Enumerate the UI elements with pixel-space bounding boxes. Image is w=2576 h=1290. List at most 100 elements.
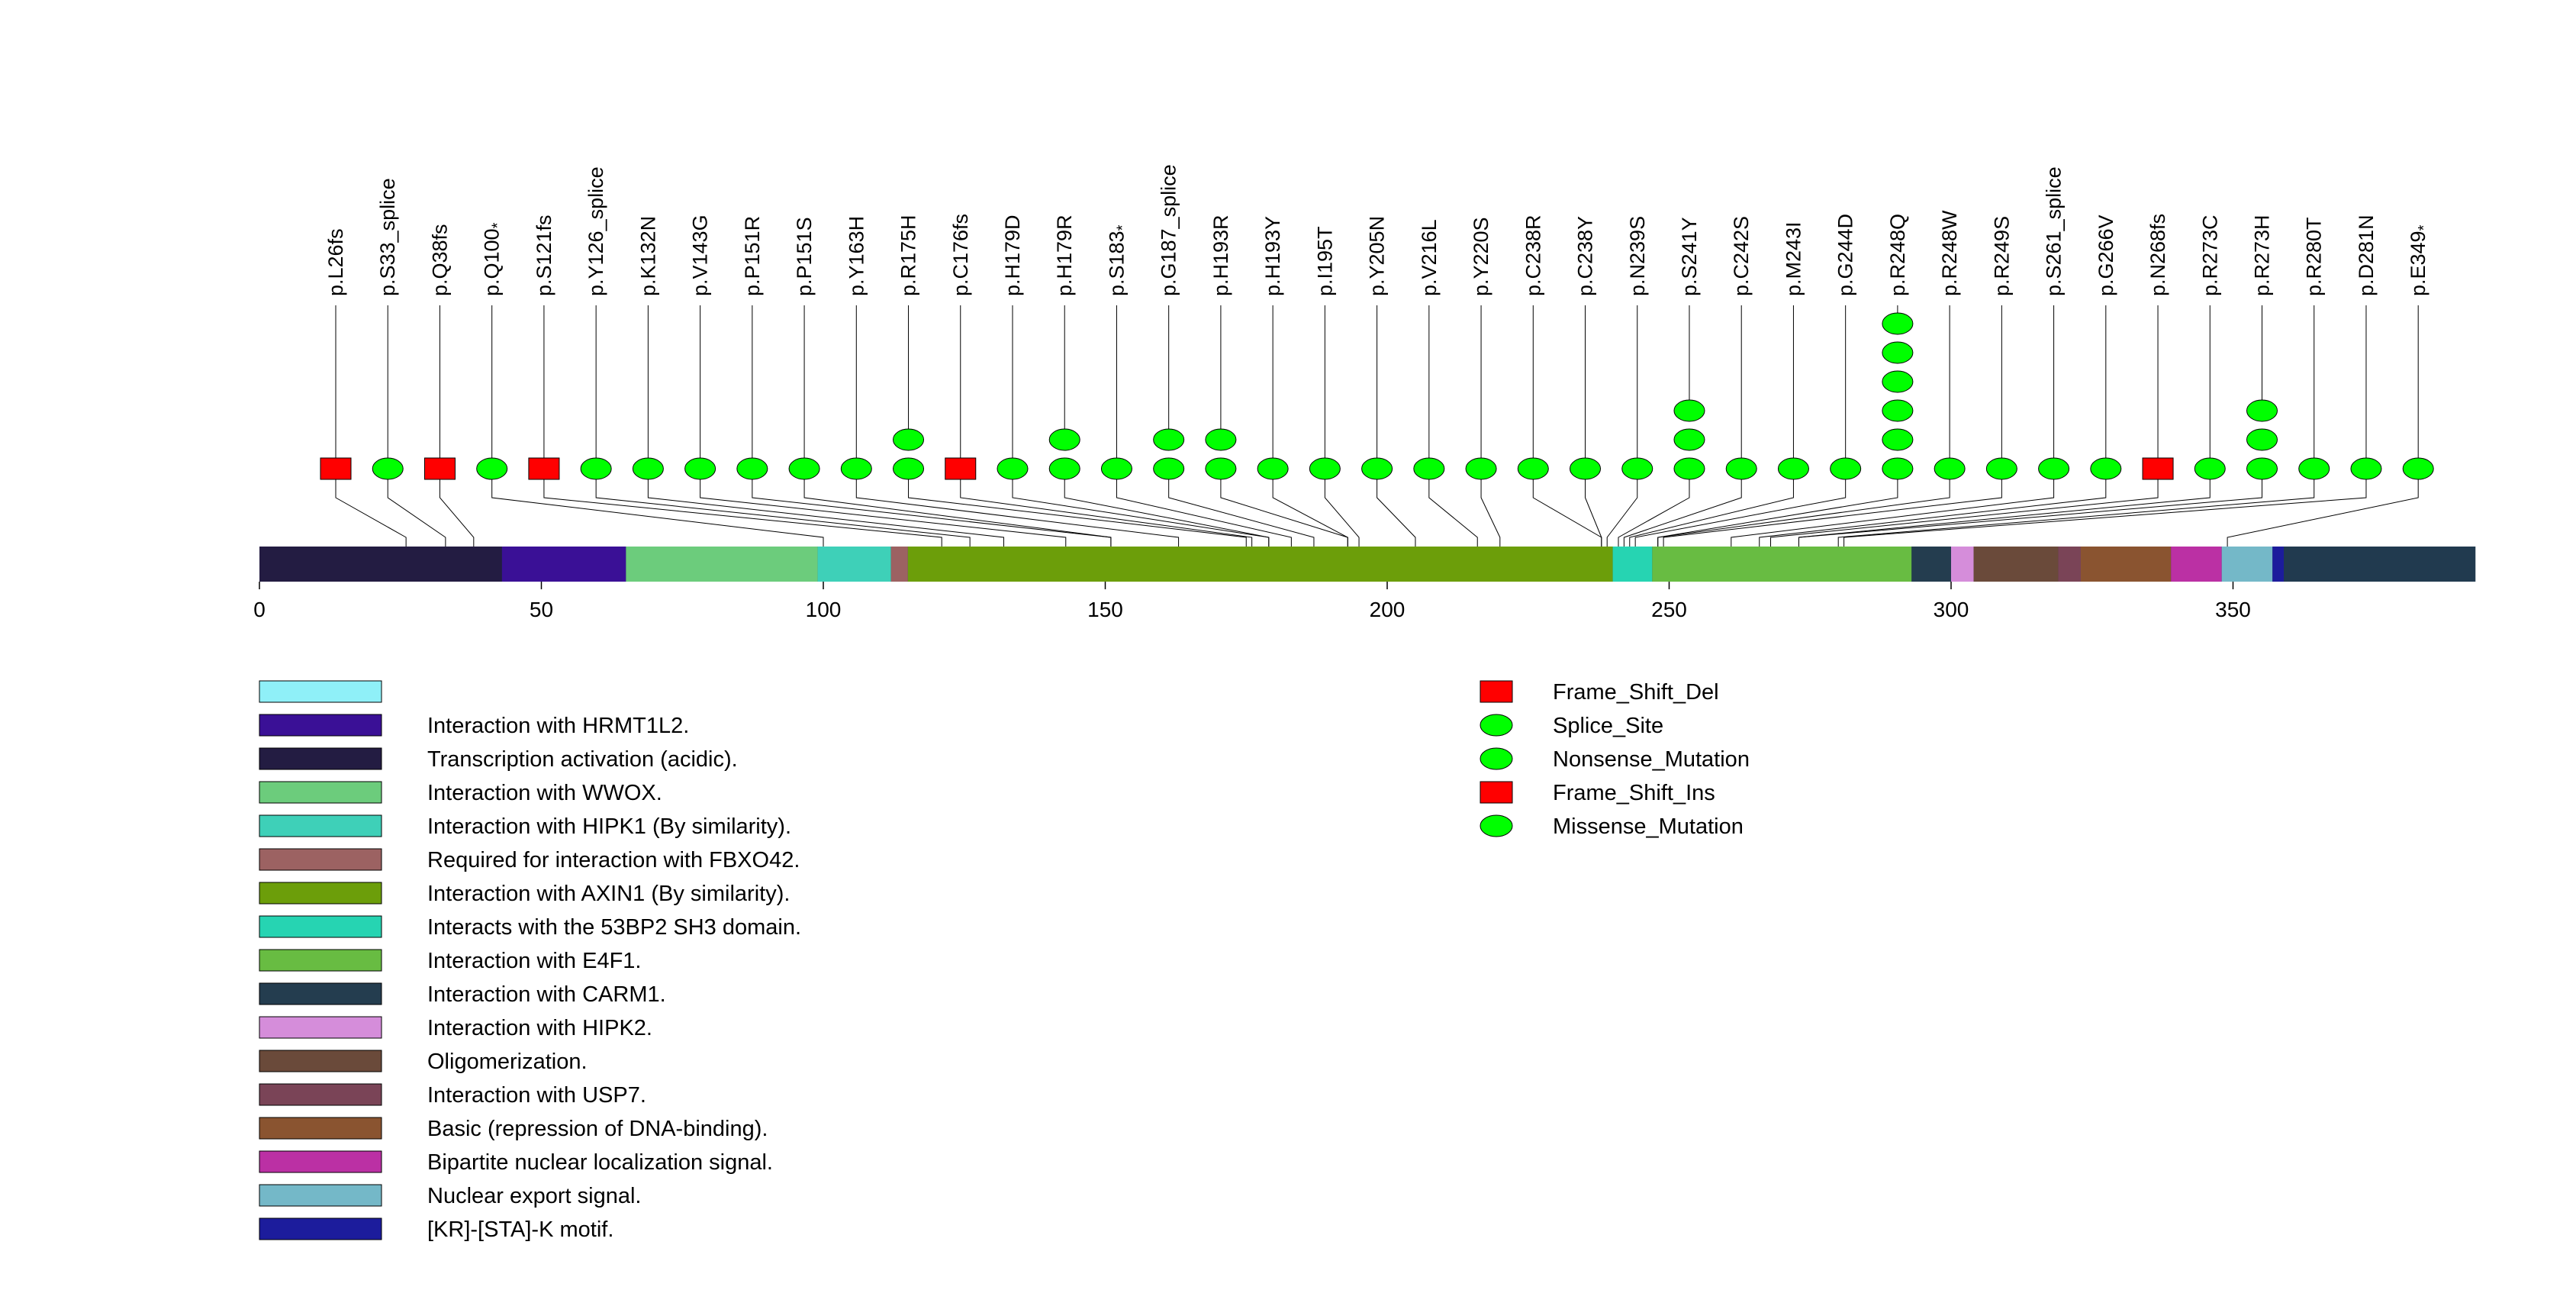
frame-shift-marker xyxy=(423,457,456,480)
mutation-marker xyxy=(1048,428,1080,451)
legend-label: Interaction with WWOX. xyxy=(427,781,662,805)
legend-swatch xyxy=(259,747,382,770)
domain-16 xyxy=(2272,547,2285,582)
legend-swatch xyxy=(259,915,382,938)
axis-tick-label: 0 xyxy=(253,598,266,621)
mutation-marker xyxy=(1777,457,1809,480)
domain-15 xyxy=(2221,547,2273,582)
legend-swatch xyxy=(259,680,382,703)
domain-6 xyxy=(907,547,1613,582)
domain-4 xyxy=(817,547,891,582)
mutation-marker xyxy=(1361,457,1393,480)
mutation-label: p.G244D xyxy=(1834,214,1857,296)
mutation-label: p.R249S xyxy=(1990,216,2013,296)
legend-label: Frame_Shift_Ins xyxy=(1553,781,1715,805)
legend-label: [KR]-[STA]-K motif. xyxy=(427,1217,613,1242)
legend-swatch xyxy=(259,1083,382,1106)
frame-shift-marker xyxy=(528,457,560,480)
legend-label: Interaction with USP7. xyxy=(427,1083,646,1108)
legend-swatch xyxy=(259,1150,382,1173)
mutation-label: p.N239S xyxy=(1626,216,1649,296)
mutation-label: p.R273C xyxy=(2198,214,2221,296)
domain-2 xyxy=(259,547,502,582)
mutation-label: p.Y205N xyxy=(1366,216,1389,296)
legend-marker xyxy=(1480,714,1513,737)
frame-shift-marker xyxy=(320,457,352,480)
mutation-marker xyxy=(1725,457,1757,480)
domain-1 xyxy=(501,547,626,582)
domain-7 xyxy=(1612,547,1653,582)
legend-swatch xyxy=(259,781,382,804)
mutation-label: p.C176fs xyxy=(949,214,972,296)
mutation-label: p.C238Y xyxy=(1574,216,1597,296)
mutation-label: p.Y126_splice xyxy=(584,166,607,296)
mutation-label: p.S183* xyxy=(1105,224,1131,296)
mutation-label: p.P151S xyxy=(793,217,816,296)
mutation-label: p.H179R xyxy=(1053,214,1076,296)
mutation-marker xyxy=(684,457,716,480)
domain-12 xyxy=(2058,547,2081,582)
domain-9 xyxy=(1911,547,1951,582)
mutation-label: p.I195T xyxy=(1313,226,1336,296)
axis-tick-label: 350 xyxy=(2215,598,2251,621)
x-axis: 0 50 100 150 200 250 300 350 xyxy=(253,582,2251,621)
legend-swatch xyxy=(259,1217,382,1240)
mutation-marker xyxy=(2298,457,2330,480)
mutation-markers xyxy=(320,312,2434,480)
mutation-label: p.M243I xyxy=(1782,221,1805,296)
legend-swatch xyxy=(259,1117,382,1140)
mutation-label: p.H193Y xyxy=(1261,216,1284,296)
mutation-marker xyxy=(1673,457,1705,480)
mutation-marker xyxy=(1882,457,1914,480)
legend-label: Transcription activation (acidic). xyxy=(427,747,738,772)
mutation-label: p.C238R xyxy=(1521,214,1544,296)
legend-marker xyxy=(1480,814,1513,837)
mutation-label: p.Y163H xyxy=(845,216,868,296)
mutation-marker xyxy=(1882,370,1914,393)
mutation-label: p.S241Y xyxy=(1678,217,1701,296)
mutation-marker xyxy=(1153,428,1185,451)
legend-marker xyxy=(1480,781,1513,804)
mutation-label: p.G187_splice xyxy=(1158,164,1180,296)
mutation-marker xyxy=(893,428,925,451)
mutation-marker xyxy=(1830,457,1862,480)
mutation-marker xyxy=(2090,457,2122,480)
mutation-label: p.R273H xyxy=(2251,214,2274,296)
mutation-marker xyxy=(1205,428,1237,451)
domain-legend: Interaction with HRMT1L2. Transcription a… xyxy=(259,680,801,1242)
mutation-label: p.G266V xyxy=(2095,214,2117,296)
mutation-marker xyxy=(1257,457,1289,480)
legend-label: Interaction with HRMT1L2. xyxy=(427,714,689,738)
axis-tick-label: 250 xyxy=(1651,598,1687,621)
mutation-marker xyxy=(1882,312,1914,335)
frame-shift-marker xyxy=(945,457,977,480)
mutation-marker xyxy=(1205,457,1237,480)
mutation-label: p.S261_splice xyxy=(2043,166,2066,296)
domain-11 xyxy=(1973,547,2059,582)
legend-swatch xyxy=(259,848,382,871)
mutation-marker xyxy=(997,457,1029,480)
domain-3 xyxy=(626,547,818,582)
legend-label: Interacts with the 53BP2 SH3 domain. xyxy=(427,915,801,940)
mutation-marker xyxy=(476,457,508,480)
mutation-marker xyxy=(788,457,820,480)
mutation-label: p.V143G xyxy=(689,214,712,296)
mutation-marker xyxy=(1153,457,1185,480)
legend-label: Missense_Mutation xyxy=(1553,814,1744,839)
mutation-marker xyxy=(2246,399,2278,422)
legend-swatch xyxy=(259,1050,382,1072)
mutation-marker xyxy=(1413,457,1445,480)
mutation-label: p.H193R xyxy=(1209,214,1232,296)
legend-label: Nuclear export signal. xyxy=(427,1184,641,1208)
legend-label: Interaction with AXIN1 (By similarity). xyxy=(427,882,790,906)
mutation-label: p.K132N xyxy=(636,216,659,296)
mutation-marker xyxy=(2246,428,2278,451)
domain-8 xyxy=(1652,547,1912,582)
axis-tick-label: 50 xyxy=(530,598,553,621)
mutation-marker xyxy=(1100,457,1132,480)
mutation-label: p.S33_splice xyxy=(376,178,399,296)
mutation-label: p.P151R xyxy=(741,216,764,296)
mutation-label: p.L26fs xyxy=(324,228,347,296)
axis-tick-label: 100 xyxy=(806,598,842,621)
mutation-marker xyxy=(2402,457,2434,480)
